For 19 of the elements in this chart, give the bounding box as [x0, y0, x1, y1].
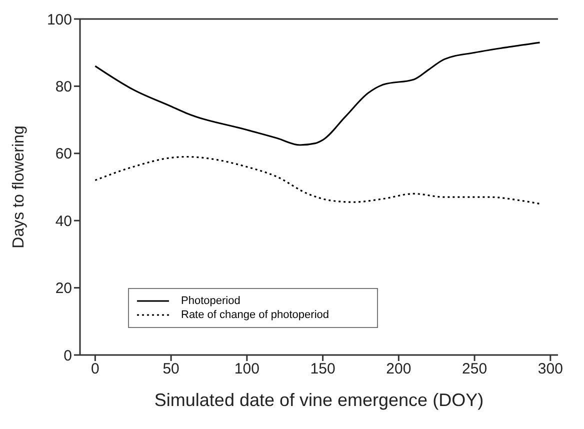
- line-series: [94, 156, 541, 205]
- x-tick-label: 100: [234, 360, 260, 378]
- y-tick-label: 80: [55, 78, 72, 96]
- x-tick-label: 250: [462, 360, 488, 378]
- x-tick-label: 200: [386, 360, 412, 378]
- y-tick-label: 100: [46, 11, 72, 28]
- x-tick-label: 150: [310, 360, 336, 378]
- line-series: [94, 42, 541, 146]
- y-tick-label: 60: [55, 146, 72, 163]
- y-axis-title: Days to flowering: [10, 126, 28, 248]
- x-tick-label: 300: [538, 360, 563, 378]
- legend-label: Photoperiod: [181, 295, 240, 307]
- x-tick-label: 0: [91, 360, 100, 378]
- x-axis-title: Simulated date of vine emergence (DOY): [154, 390, 484, 410]
- y-tick-label: 0: [64, 347, 72, 364]
- legend-label: Rate of change of photoperiod: [181, 309, 330, 321]
- y-tick-label: 20: [55, 280, 72, 298]
- y-tick-label: 40: [55, 212, 72, 230]
- x-tick-label: 50: [162, 360, 180, 378]
